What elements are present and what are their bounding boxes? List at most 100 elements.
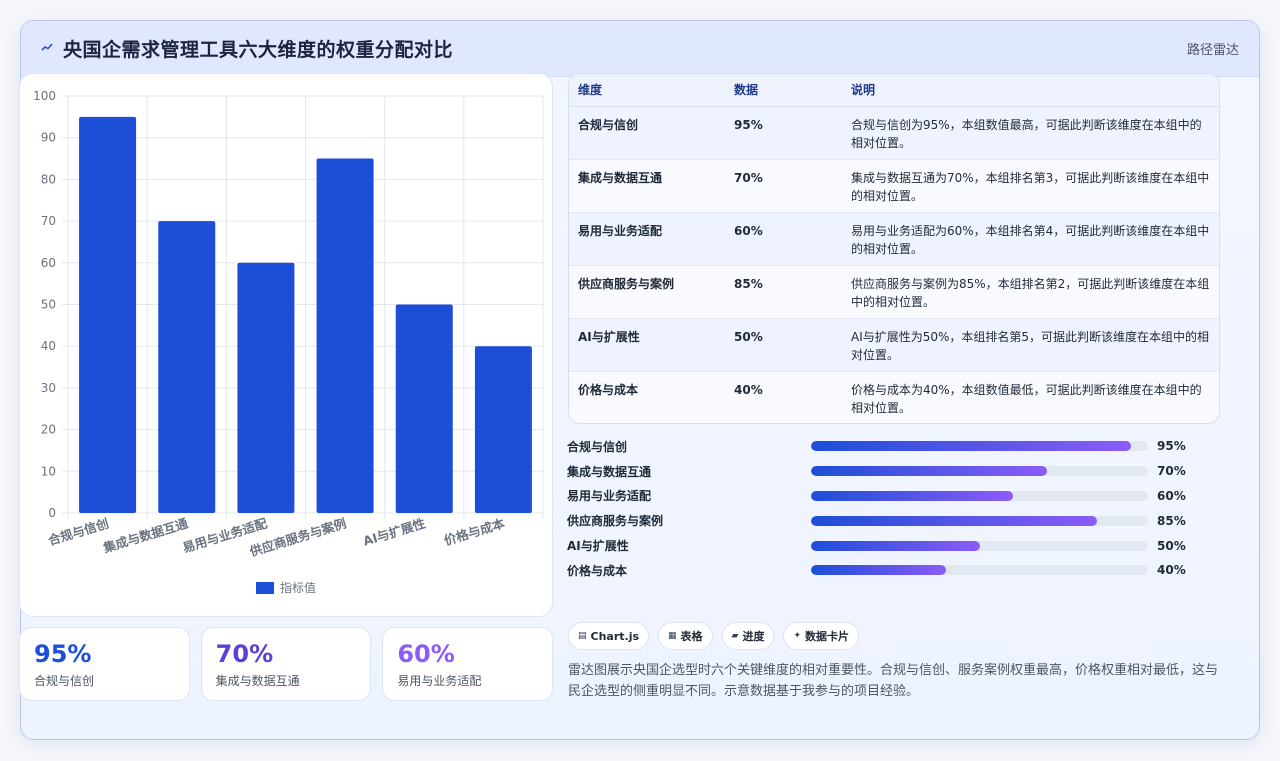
kpi-value: 95%	[34, 640, 92, 668]
progress-track	[811, 490, 1148, 501]
progress-track	[811, 565, 1148, 576]
cell-dimension: 易用与业务适配	[569, 212, 725, 266]
progress-fill	[811, 540, 980, 551]
tag-label: 表格	[680, 630, 703, 643]
progress-row: AI与扩展性 50%	[567, 533, 1221, 558]
progress-row: 易用与业务适配 60%	[567, 484, 1221, 509]
cell-dimension: 供应商服务与案例	[569, 265, 725, 319]
progress-label: 价格与成本	[567, 563, 628, 578]
cell-value: 70%	[725, 159, 842, 213]
progress-label: AI与扩展性	[567, 539, 629, 554]
y-tick-label: 70	[41, 214, 56, 228]
bar	[474, 346, 532, 513]
tag-row: ▤ Chart.js ▦ 表格 ▰ 进度 ✦ 数据卡片	[568, 622, 860, 650]
bar-chart-panel: 0 10 20 30 40 50 60 70 80 90 100 合规与信创 集成与数据互通 易用与业务适…	[19, 73, 553, 617]
column-header-data: 数据	[725, 74, 842, 107]
column-header-note: 说明	[842, 74, 1219, 107]
bar	[316, 158, 374, 514]
progress-value: 40%	[1157, 563, 1186, 578]
progress-value: 50%	[1157, 538, 1186, 553]
progress-track	[811, 466, 1148, 477]
legend-label: 指标值	[280, 580, 316, 595]
sparkle-icon: ✦	[793, 631, 802, 641]
title-wrap: 央国企需求管理工具六大维度的权重分配对比	[41, 35, 453, 62]
cell-value: 50%	[725, 318, 842, 372]
tag-label: Chart.js	[590, 629, 640, 643]
kpi-value: 60%	[397, 640, 455, 668]
progress-row: 合规与信创 95%	[567, 434, 1221, 459]
progress-track	[811, 515, 1148, 526]
cell-note: 价格与成本为40%，本组数值最低，可据此判断该维度在本组中的相对位置。	[842, 371, 1219, 423]
x-tick-label: 合规与信创	[46, 516, 110, 549]
progress-track	[811, 441, 1148, 452]
progress-value: 95%	[1157, 439, 1186, 454]
path-radar-link[interactable]: 路径雷达	[1186, 43, 1239, 58]
header: 央国企需求管理工具六大维度的权重分配对比 路径雷达	[21, 21, 1259, 77]
chart-line-icon	[41, 41, 53, 57]
tag-data-cards[interactable]: ✦ 数据卡片	[783, 622, 860, 650]
progress-fill	[811, 565, 946, 576]
progress-track	[811, 540, 1148, 551]
kpi-label: 合规与信创	[34, 674, 95, 688]
y-tick-label: 90	[41, 131, 56, 145]
progress-label: 易用与业务适配	[567, 489, 652, 504]
table-row: 集成与数据互通 70% 集成与数据互通为70%，本组排名第3，可据此判断该维度在…	[569, 159, 1219, 213]
table-icon: ▦	[668, 631, 677, 641]
bar	[395, 304, 453, 513]
y-tick-label: 60	[41, 256, 56, 270]
cell-note: 易用与业务适配为60%，本组排名第4，可据此判断该维度在本组中的相对位置。	[842, 212, 1219, 266]
cell-dimension: 集成与数据互通	[569, 159, 725, 213]
tag-progress[interactable]: ▰ 进度	[721, 622, 775, 650]
column-header-dimension: 维度	[569, 74, 725, 107]
progress-icon: ▰	[731, 631, 739, 641]
y-tick-label: 50	[41, 298, 56, 312]
kpi-card: 95% 合规与信创	[19, 627, 190, 701]
table-row: 易用与业务适配 60% 易用与业务适配为60%，本组排名第4，可据此判断该维度在…	[569, 212, 1219, 266]
y-tick-label: 10	[41, 464, 56, 478]
description: 雷达图展示央国企选型时六个关键维度的相对重要性。合规与信创、服务案例权重最高，价…	[568, 663, 1219, 699]
progress-row: 集成与数据互通 70%	[567, 459, 1221, 484]
tag-chartjs[interactable]: ▤ Chart.js	[568, 622, 650, 650]
cell-value: 40%	[725, 371, 842, 423]
x-tick-label: 价格与成本	[442, 515, 507, 548]
cell-dimension: 合规与信创	[569, 106, 725, 160]
progress-fill	[811, 490, 1014, 501]
data-table: 维度 数据 说明 合规与信创 95% 合规与信创为95%，本组数值最高，可据此判…	[569, 74, 1219, 423]
bar	[79, 116, 137, 513]
y-tick-label: 40	[41, 339, 56, 353]
progress-value: 85%	[1157, 513, 1186, 528]
x-tick-label: 集成与数据互通	[101, 515, 190, 555]
cell-value: 95%	[725, 106, 842, 160]
progress-label: 供应商服务与案例	[567, 514, 664, 529]
cell-note: 供应商服务与案例为85%，本组排名第2，可据此判断该维度在本组中的相对位置。	[842, 265, 1219, 319]
y-tick-label: 80	[41, 172, 56, 186]
bar-chart: 0102030405060708090100合规与信创集成与数据互通易用与业务适…	[33, 89, 544, 595]
progress-row: 供应商服务与案例 85%	[567, 508, 1221, 533]
progress-fill	[811, 466, 1047, 477]
data-table-panel: 维度 数据 说明 合规与信创 95% 合规与信创为95%，本组数值最高，可据此判…	[568, 73, 1220, 424]
table-row: 供应商服务与案例 85% 供应商服务与案例为85%，本组排名第2，可据此判断该维…	[569, 265, 1219, 319]
cell-note: 合规与信创为95%，本组数值最高，可据此判断该维度在本组中的相对位置。	[842, 106, 1219, 160]
y-tick-label: 100	[33, 89, 56, 103]
bar	[237, 262, 295, 513]
y-tick-label: 0	[48, 506, 56, 520]
kpi-label: 易用与业务适配	[397, 674, 482, 688]
kpi-card: 60% 易用与业务适配	[382, 627, 554, 701]
cell-dimension: 价格与成本	[569, 371, 725, 423]
kpi-label: 集成与数据互通	[215, 674, 300, 688]
tag-table[interactable]: ▦ 表格	[658, 622, 713, 650]
progress-label: 集成与数据互通	[567, 464, 652, 479]
table-header-row: 维度 数据 说明	[569, 74, 1219, 107]
cell-value: 60%	[725, 212, 842, 266]
cell-value: 85%	[725, 265, 842, 319]
progress-fill	[811, 441, 1132, 452]
y-tick-label: 20	[41, 423, 56, 437]
table-row: 合规与信创 95% 合规与信创为95%，本组数值最高，可据此判断该维度在本组中的…	[569, 106, 1219, 160]
progress-row: 价格与成本 40%	[567, 558, 1221, 583]
tag-label: 数据卡片	[805, 630, 850, 643]
kpi-card: 70% 集成与数据互通	[200, 627, 372, 701]
kpi-row: 95% 合规与信创 70% 集成与数据互通 60% 易用与业务适配	[19, 627, 554, 701]
bar	[158, 221, 216, 513]
progress-value: 70%	[1157, 464, 1186, 479]
progress-label: 合规与信创	[567, 439, 628, 454]
